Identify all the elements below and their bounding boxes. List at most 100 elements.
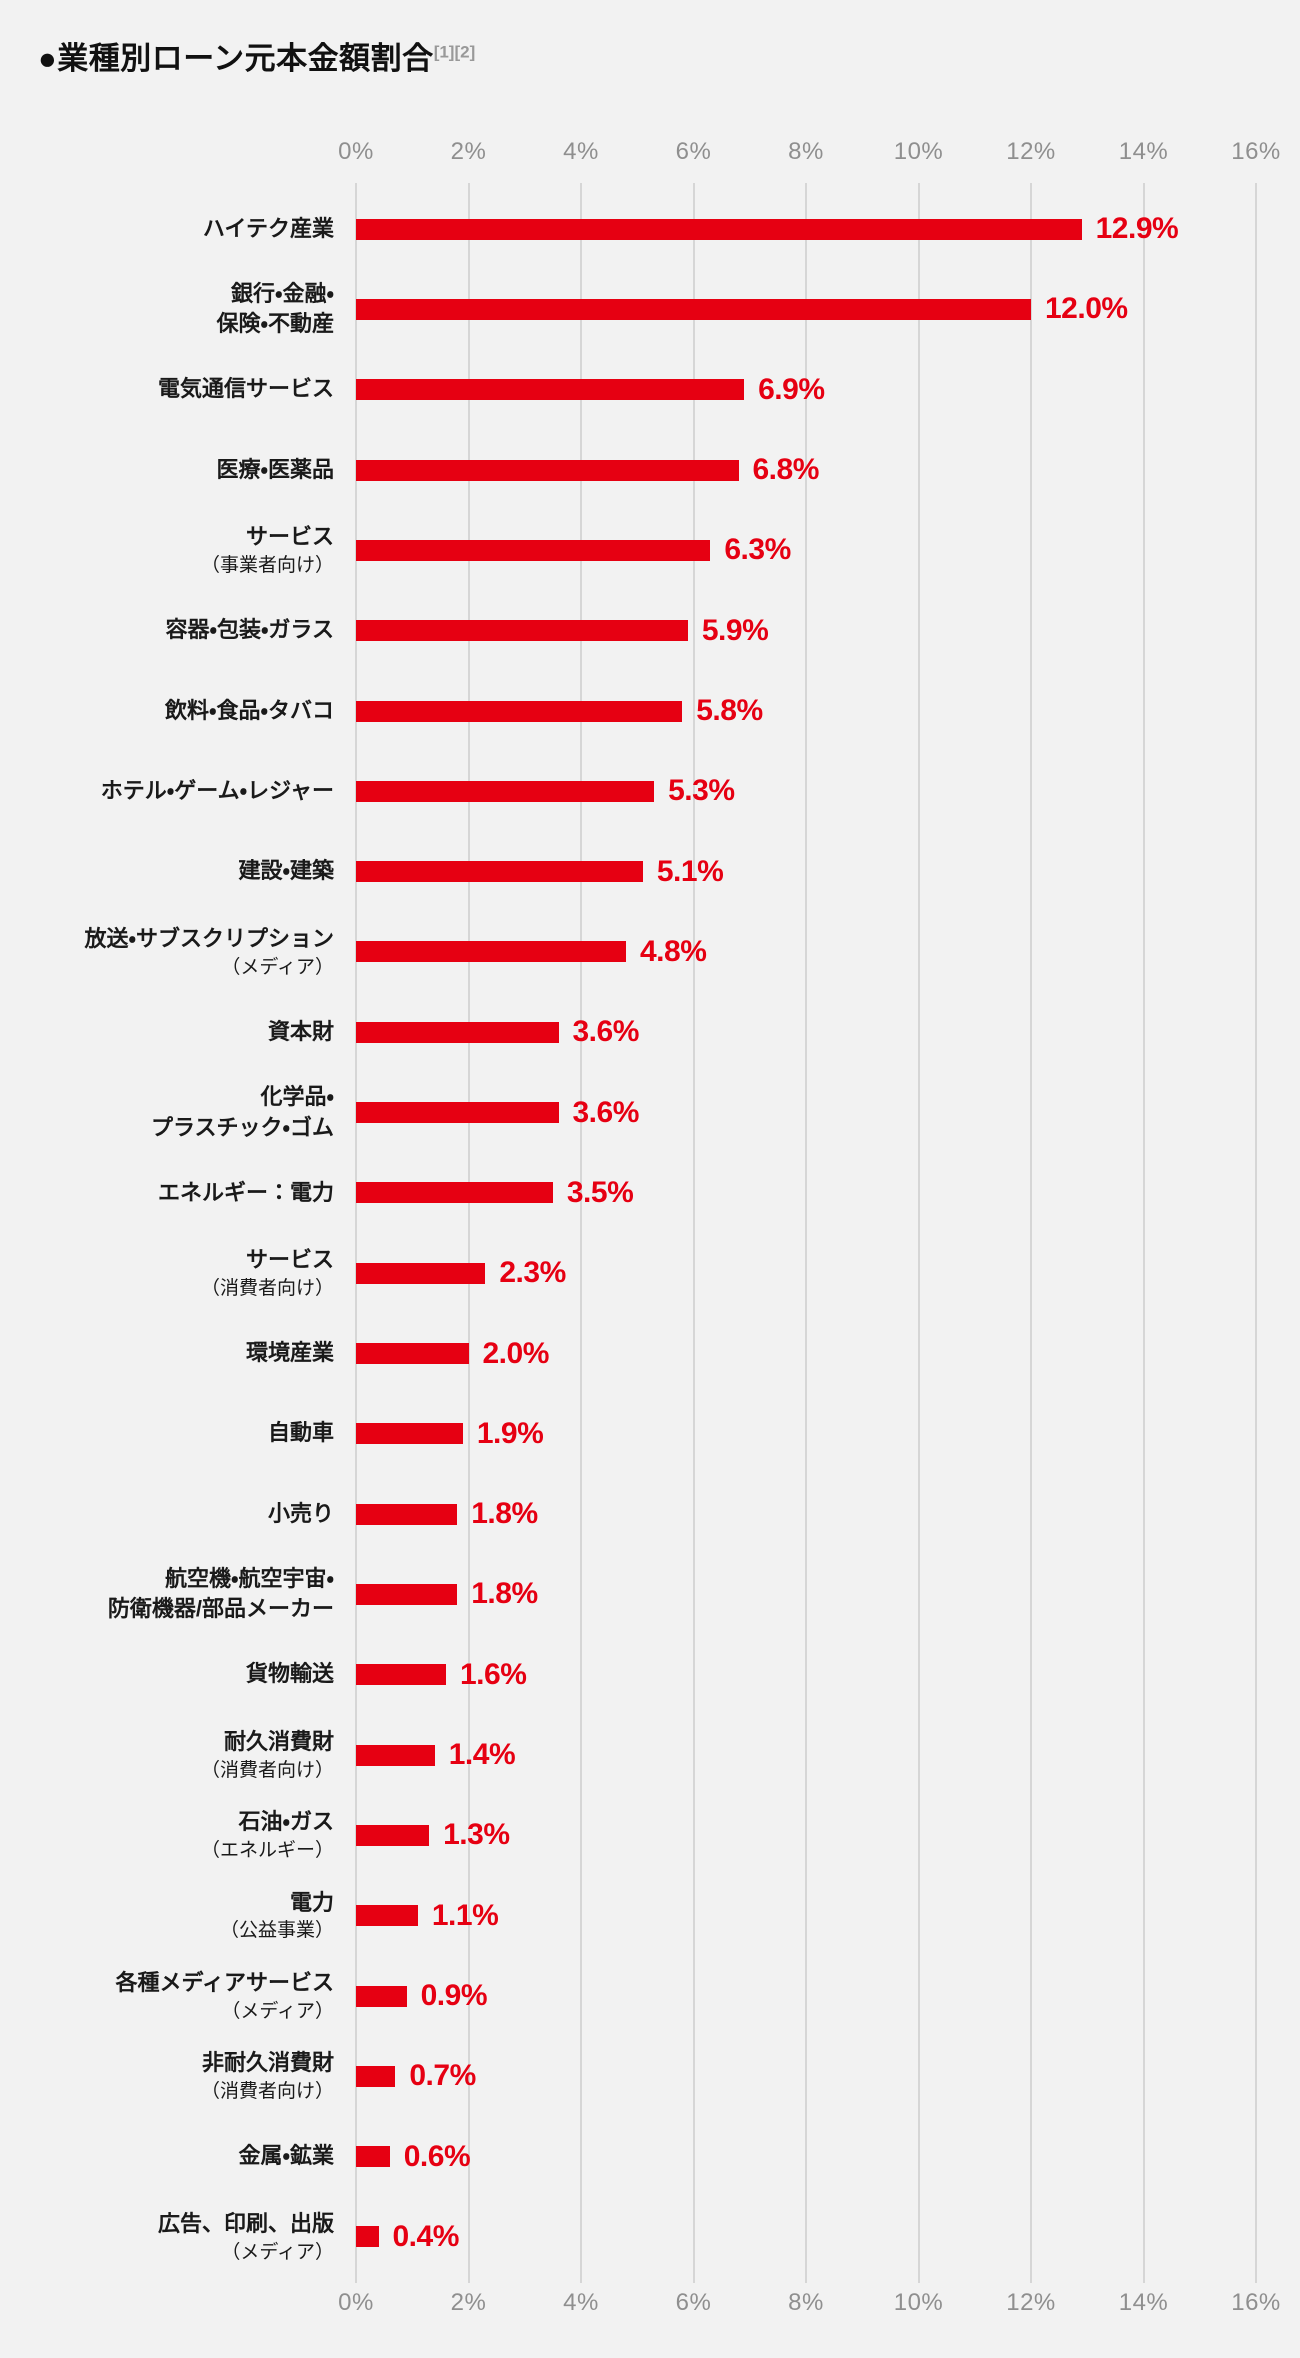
value-label: 3.5% bbox=[566, 1175, 634, 1209]
category-label-line: 各種メディアサービス bbox=[115, 1969, 334, 1995]
category-label: 広告、印刷、出版 （メディア） bbox=[0, 2209, 356, 2265]
bar-track: 1.8% bbox=[356, 1474, 1300, 1554]
gridline bbox=[1142, 183, 1145, 2283]
value-label: 1.4% bbox=[448, 1738, 516, 1772]
category-label-line: 建設・建築 bbox=[238, 858, 334, 884]
value-label: 0.7% bbox=[409, 2059, 476, 2093]
chart-row: 耐久消費財 （消費者向け） 1.4% bbox=[0, 1715, 1300, 1795]
bar bbox=[356, 780, 655, 802]
value-label: 1.9% bbox=[476, 1416, 544, 1450]
chart-row: 各種メディアサービス （メディア） 0.9% bbox=[0, 1956, 1300, 2036]
bar-track: 3.6% bbox=[356, 1072, 1300, 1152]
chart-row: ホテル・ゲーム・レジャー 5.3% bbox=[0, 751, 1300, 831]
bar-track: 1.4% bbox=[356, 1715, 1300, 1795]
bar bbox=[356, 2065, 396, 2087]
bar bbox=[356, 1503, 458, 1525]
category-label-line: 電力 bbox=[289, 1889, 334, 1915]
bar-track: 2.0% bbox=[356, 1313, 1300, 1393]
bar-track: 0.4% bbox=[356, 2197, 1300, 2277]
bar-track: 2.3% bbox=[356, 1233, 1300, 1313]
category-label: 医療・医薬品 bbox=[0, 455, 356, 486]
axis-tick-label: 0% bbox=[338, 2289, 374, 2316]
chart-row: 環境産業 2.0% bbox=[0, 1313, 1300, 1393]
category-label: 容器・包装・ガラス bbox=[0, 615, 356, 646]
category-sublabel: （公益事業） bbox=[219, 1920, 334, 1942]
axis-tick-label: 0% bbox=[338, 138, 374, 165]
chart-rows: ハイテク産業 12.9% 銀行・金融・ 保険・不動産 12.0% 電気通信サービス 6.9%… bbox=[0, 189, 1300, 2277]
chart-row: 資本財 3.6% bbox=[0, 992, 1300, 1072]
bar bbox=[356, 861, 643, 883]
category-label-line: 航空機・航空宇宙・ bbox=[165, 1565, 334, 1591]
chart-row: 電気通信サービス 6.9% bbox=[0, 350, 1300, 430]
category-sublabel: （消費者向け） bbox=[200, 1277, 334, 1299]
category-label: 資本財 bbox=[0, 1017, 356, 1048]
chart-row: サービス （事業者向け） 6.3% bbox=[0, 510, 1300, 590]
category-label: 各種メディアサービス （メディア） bbox=[0, 1968, 356, 2024]
chart-row: 金属・鉱業 0.6% bbox=[0, 2117, 1300, 2197]
category-label: エネルギー：電力 bbox=[0, 1178, 356, 1209]
bar bbox=[356, 2226, 379, 2248]
value-label: 1.8% bbox=[471, 1577, 538, 1611]
gridline bbox=[692, 183, 695, 2283]
bar-track: 1.3% bbox=[356, 1795, 1300, 1875]
axis-tick-label: 12% bbox=[1006, 138, 1056, 165]
value-label: 6.9% bbox=[758, 372, 825, 406]
axis-tick-label: 8% bbox=[788, 138, 824, 165]
axis-tick-label: 12% bbox=[1006, 2289, 1056, 2316]
chart-row: 石油・ガス （エネルギー） 1.3% bbox=[0, 1795, 1300, 1875]
chart-row: 化学品・ プラスチック・ゴム 3.6% bbox=[0, 1072, 1300, 1152]
chart-row: 医療・医薬品 6.8% bbox=[0, 430, 1300, 510]
bar-track: 5.1% bbox=[356, 832, 1300, 912]
bar bbox=[356, 1824, 430, 1846]
bar bbox=[356, 1262, 486, 1284]
category-label: 非耐久消費財 （消費者向け） bbox=[0, 2048, 356, 2104]
x-axis-bottom: 0% 2% 4% 6% 8% 10% 12% 14% 16% bbox=[0, 2288, 1300, 2318]
chart-row: 銀行・金融・ 保険・不動産 12.0% bbox=[0, 269, 1300, 349]
bar bbox=[356, 1182, 553, 1204]
chart-row: 自動車 1.9% bbox=[0, 1394, 1300, 1474]
axis-tick-label: 4% bbox=[563, 138, 599, 165]
axis-tick-label: 14% bbox=[1118, 138, 1169, 165]
category-label-line: 保険・不動産 bbox=[216, 311, 334, 337]
category-label: 電力 （公益事業） bbox=[0, 1888, 356, 1944]
category-label-line: 貨物輸送 bbox=[245, 1661, 334, 1687]
category-label: 石油・ガス （エネルギー） bbox=[0, 1807, 356, 1863]
bar bbox=[356, 1021, 559, 1043]
value-label: 0.6% bbox=[403, 2139, 471, 2173]
category-label-line: サービス bbox=[245, 1247, 334, 1272]
gridline bbox=[355, 183, 357, 2283]
chart-title-text: ●業種別ローン元本金額割合 bbox=[38, 41, 434, 76]
chart-row: 容器・包装・ガラス 5.9% bbox=[0, 591, 1300, 671]
category-label: サービス （消費者向け） bbox=[0, 1245, 356, 1301]
chart-row: ハイテク産業 12.9% bbox=[0, 189, 1300, 269]
value-label: 3.6% bbox=[572, 1015, 640, 1049]
axis-tick-label: 8% bbox=[788, 2289, 824, 2316]
bar bbox=[356, 218, 1082, 240]
bar bbox=[356, 1905, 418, 1927]
category-label-line: 広告、印刷、出版 bbox=[157, 2210, 334, 2236]
bar bbox=[356, 459, 739, 481]
bar-track: 0.7% bbox=[356, 2036, 1300, 2116]
bar-track: 3.6% bbox=[356, 992, 1300, 1072]
category-label-line: 非耐久消費財 bbox=[201, 2050, 334, 2076]
x-axis-top: 0% 2% 4% 6% 8% 10% 12% 14% 16% bbox=[0, 137, 1300, 167]
value-label: 5.8% bbox=[696, 694, 763, 728]
bar bbox=[356, 379, 745, 401]
category-label: 化学品・ プラスチック・ゴム bbox=[0, 1082, 356, 1144]
chart-row: 電力 （公益事業） 1.1% bbox=[0, 1876, 1300, 1956]
value-label: 5.3% bbox=[668, 774, 735, 808]
chart-row: 非耐久消費財 （消費者向け） 0.7% bbox=[0, 2036, 1300, 2116]
category-label-line: ハイテク産業 bbox=[202, 215, 334, 241]
category-label: ハイテク産業 bbox=[0, 214, 356, 245]
bar-track: 6.8% bbox=[356, 430, 1300, 510]
category-label: 貨物輸送 bbox=[0, 1659, 356, 1690]
category-label-line: サービス bbox=[245, 524, 334, 550]
category-label-line: プラスチック・ゴム bbox=[150, 1114, 334, 1140]
bar-track: 5.3% bbox=[356, 751, 1300, 831]
chart-row: 小売り 1.8% bbox=[0, 1474, 1300, 1554]
category-label: 銀行・金融・ 保険・不動産 bbox=[0, 279, 356, 341]
bar-track: 1.8% bbox=[356, 1554, 1300, 1634]
chart-row: 飲料・食品・タバコ 5.8% bbox=[0, 671, 1300, 751]
category-label-line: 防衛機器/部品メーカー bbox=[107, 1596, 334, 1622]
category-label-line: 環境産業 bbox=[245, 1340, 334, 1366]
